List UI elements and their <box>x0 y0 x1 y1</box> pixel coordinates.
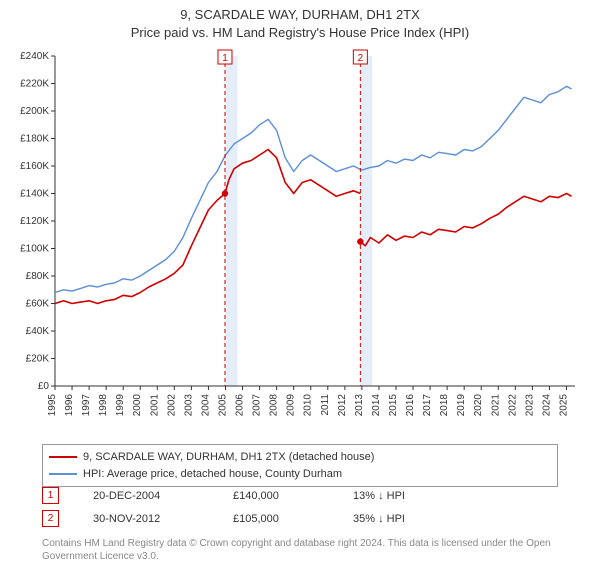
svg-text:2001: 2001 <box>149 394 160 417</box>
svg-text:£140K: £140K <box>20 189 49 200</box>
attribution-text: Contains HM Land Registry data © Crown c… <box>42 538 558 563</box>
svg-text:£20K: £20K <box>26 354 50 365</box>
svg-text:1998: 1998 <box>98 394 109 417</box>
svg-text:2008: 2008 <box>269 394 280 417</box>
svg-text:2009: 2009 <box>286 394 297 417</box>
svg-text:£40K: £40K <box>26 326 50 337</box>
sale-row: 2 30-NOV-2012 £105,000 35% ↓ HPI <box>42 507 558 530</box>
legend-item-hpi: HPI: Average price, detached house, Coun… <box>49 466 551 483</box>
svg-text:1995: 1995 <box>47 394 58 417</box>
chart-title: 9, SCARDALE WAY, DURHAM, DH1 2TX Price p… <box>0 6 600 41</box>
sales-table: 1 20-DEC-2004 £140,000 13% ↓ HPI 2 30-NO… <box>42 484 558 530</box>
svg-text:2010: 2010 <box>303 394 314 417</box>
sale-badge: 1 <box>42 487 59 504</box>
svg-text:2004: 2004 <box>200 394 211 417</box>
svg-text:2003: 2003 <box>183 394 194 417</box>
svg-text:£60K: £60K <box>26 299 50 310</box>
svg-text:£200K: £200K <box>20 106 49 117</box>
svg-text:£240K: £240K <box>20 51 49 62</box>
svg-text:2013: 2013 <box>354 394 365 417</box>
sale-date: 30-NOV-2012 <box>93 513 203 525</box>
legend-label-hpi: HPI: Average price, detached house, Coun… <box>83 466 342 483</box>
line-chart: £0 £20K £40K £60K £80K £100K £120K £140K £160K £1… <box>0 46 600 444</box>
svg-text:2024: 2024 <box>541 394 552 417</box>
legend-swatch-hpi <box>49 473 77 475</box>
sale-badge: 2 <box>42 510 59 527</box>
svg-text:£80K: £80K <box>26 271 50 282</box>
legend-item-property: 9, SCARDALE WAY, DURHAM, DH1 2TX (detach… <box>49 449 551 466</box>
svg-text:2007: 2007 <box>252 394 263 417</box>
svg-text:2002: 2002 <box>166 394 177 417</box>
svg-text:£160K: £160K <box>20 161 49 172</box>
title-line1: 9, SCARDALE WAY, DURHAM, DH1 2TX <box>180 7 420 22</box>
svg-text:2025: 2025 <box>558 394 569 417</box>
svg-text:2016: 2016 <box>405 394 416 417</box>
legend: 9, SCARDALE WAY, DURHAM, DH1 2TX (detach… <box>42 444 558 487</box>
svg-text:2017: 2017 <box>422 394 433 417</box>
sale-delta: 35% ↓ HPI <box>353 513 405 525</box>
sale-price: £105,000 <box>233 513 323 525</box>
svg-text:2020: 2020 <box>473 394 484 417</box>
svg-text:2022: 2022 <box>507 394 518 417</box>
svg-text:2005: 2005 <box>217 394 228 417</box>
sale-date: 20-DEC-2004 <box>93 490 203 502</box>
svg-text:2018: 2018 <box>439 394 450 417</box>
svg-text:£120K: £120K <box>20 216 49 227</box>
svg-text:2012: 2012 <box>337 394 348 417</box>
svg-text:1999: 1999 <box>115 394 126 417</box>
svg-text:2019: 2019 <box>456 394 467 417</box>
svg-text:1997: 1997 <box>81 394 92 417</box>
legend-swatch-property <box>49 456 77 458</box>
title-line2: Price paid vs. HM Land Registry's House … <box>131 25 469 40</box>
sale-price: £140,000 <box>233 490 323 502</box>
sale-row: 1 20-DEC-2004 £140,000 13% ↓ HPI <box>42 484 558 507</box>
legend-label-property: 9, SCARDALE WAY, DURHAM, DH1 2TX (detach… <box>83 449 374 466</box>
chart-area: £0 £20K £40K £60K £80K £100K £120K £140K £160K £1… <box>0 46 600 444</box>
svg-text:2021: 2021 <box>490 394 501 417</box>
svg-text:2023: 2023 <box>524 394 535 417</box>
svg-text:1: 1 <box>222 53 228 64</box>
svg-text:£0: £0 <box>38 381 50 392</box>
svg-text:2: 2 <box>358 53 364 64</box>
svg-text:£220K: £220K <box>20 79 49 90</box>
svg-text:2006: 2006 <box>235 394 246 417</box>
svg-text:1996: 1996 <box>64 394 75 417</box>
svg-text:£100K: £100K <box>20 244 49 255</box>
svg-text:£180K: £180K <box>20 134 49 145</box>
svg-text:2015: 2015 <box>388 394 399 417</box>
svg-text:2011: 2011 <box>320 394 331 416</box>
svg-text:2000: 2000 <box>132 394 143 417</box>
sale-delta: 13% ↓ HPI <box>353 490 405 502</box>
svg-text:2014: 2014 <box>371 394 382 417</box>
